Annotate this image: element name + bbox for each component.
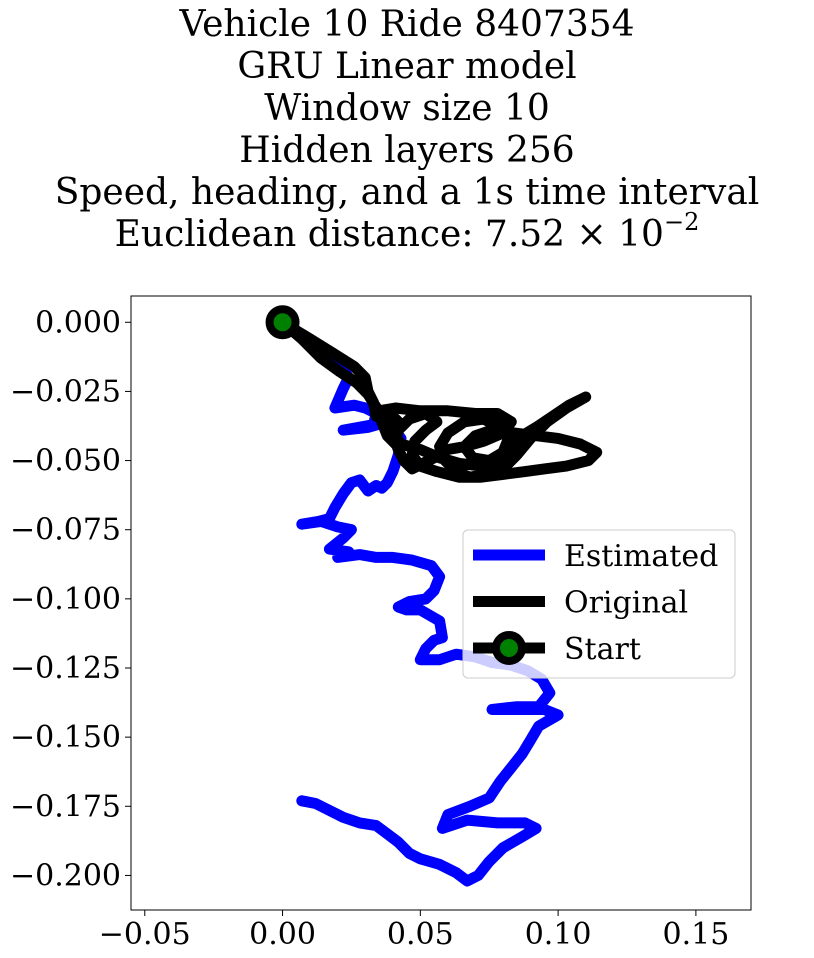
legend: Estimated Original Start [462, 529, 736, 679]
distance-exponent: −2 [663, 208, 700, 236]
plot-area [265, 305, 603, 887]
plot-frame [130, 295, 752, 911]
x-tick-label: 0.05 [387, 917, 454, 952]
title-line-1: Vehicle 10 Ride 8407354 [179, 4, 635, 45]
y-tick-label: −0.025 [10, 374, 121, 409]
y-tick-label: −0.175 [10, 789, 121, 824]
distance-value: Euclidean distance: 7.52 × 10 [114, 214, 664, 255]
axes: −0.05 0.00 0.05 0.10 0.15 0.000 −0.025 −0.050 −0… [10, 305, 729, 952]
y-tick-label: −0.200 [10, 858, 121, 893]
y-tick-label: 0.000 [35, 305, 121, 340]
chart-title: Vehicle 10 Ride 8407354 GRU Linear model… [0, 4, 814, 256]
legend-label-original: Original [564, 586, 688, 621]
series-line-estimated [277, 316, 564, 887]
legend-label-estimated: Estimated [564, 539, 718, 574]
start-marker [265, 305, 300, 340]
y-tick-label: −0.100 [10, 582, 121, 617]
legend-marker-start [492, 631, 526, 665]
x-tick-label: −0.05 [99, 917, 191, 952]
y-tick-label: −0.125 [10, 651, 121, 686]
title-line-5: Speed, heading, and a 1s time interval [54, 172, 760, 213]
series-line-original [277, 316, 603, 483]
y-tick-label: −0.075 [10, 513, 121, 548]
title-line-3: Window size 10 [264, 88, 550, 129]
x-tick-label: 0.10 [525, 917, 592, 952]
x-tick-label: 0.15 [662, 917, 729, 952]
legend-label-start: Start [564, 632, 641, 667]
legend-box [462, 529, 736, 679]
title-line-4: Hidden layers 256 [239, 130, 575, 171]
title-line-6: Euclidean distance: 7.52 × 10−2 [0, 210, 814, 256]
y-tick-label: −0.150 [10, 720, 121, 755]
title-line-2: GRU Linear model [237, 46, 577, 87]
x-tick-label: 0.00 [249, 917, 316, 952]
y-tick-label: −0.050 [10, 444, 121, 479]
